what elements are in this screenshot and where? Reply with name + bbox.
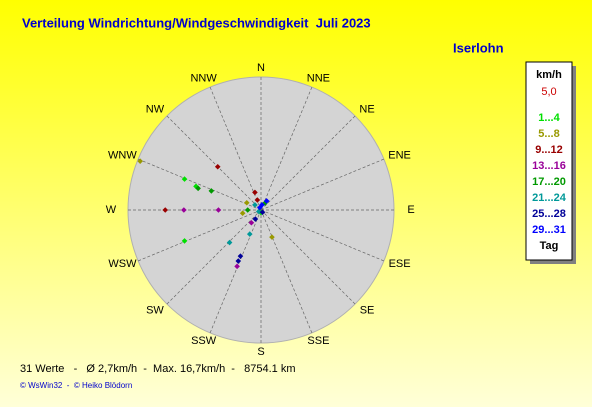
direction-label: SSE bbox=[307, 335, 329, 347]
direction-label: NNE bbox=[307, 73, 330, 85]
data-point bbox=[226, 239, 233, 246]
legend-box bbox=[525, 61, 573, 261]
direction-label: NE bbox=[359, 103, 374, 115]
data-point bbox=[255, 208, 262, 215]
legend-scale: 5,0 bbox=[541, 86, 556, 98]
legend-label: 17...20 bbox=[532, 176, 566, 188]
legend-label: 21...24 bbox=[532, 192, 567, 204]
footer: 31 Werte - Ø 2,7km/h - Max. 16,7km/h - 8… bbox=[20, 363, 296, 375]
legend-title: km/h bbox=[536, 69, 562, 81]
radial-line bbox=[260, 86, 313, 211]
data-point bbox=[162, 207, 169, 213]
data-point bbox=[235, 258, 242, 264]
data-point bbox=[262, 200, 268, 206]
data-point bbox=[263, 198, 270, 204]
radial-line bbox=[260, 209, 313, 334]
data-point bbox=[248, 219, 255, 226]
radial-line bbox=[260, 115, 356, 211]
direction-label: SE bbox=[360, 304, 375, 316]
data-point bbox=[244, 207, 251, 213]
legend-footer: Tag bbox=[540, 240, 559, 252]
direction-label: ENE bbox=[388, 150, 411, 162]
radial-line bbox=[209, 86, 262, 211]
data-point bbox=[234, 263, 240, 270]
data-point bbox=[195, 185, 201, 192]
direction-label: SW bbox=[146, 304, 164, 316]
legend-label: 29...31 bbox=[532, 224, 566, 236]
direction-label: NNW bbox=[190, 73, 217, 85]
data-point bbox=[252, 202, 258, 208]
direction-label: N bbox=[257, 62, 265, 74]
data-point bbox=[214, 163, 221, 170]
legend-label: 1...4 bbox=[538, 112, 560, 124]
legend-label: 25...28 bbox=[532, 208, 566, 220]
chart-subtitle: Iserlohn bbox=[453, 40, 504, 55]
radial-line bbox=[166, 209, 262, 305]
data-point bbox=[252, 216, 259, 222]
radial-line bbox=[260, 209, 385, 262]
direction-label: SSW bbox=[191, 335, 217, 347]
data-point bbox=[246, 231, 253, 237]
legend-label: 13...16 bbox=[532, 160, 566, 172]
radial-line bbox=[209, 209, 262, 334]
data-point bbox=[256, 204, 263, 211]
direction-label: S bbox=[257, 346, 264, 358]
data-point bbox=[215, 207, 222, 213]
legend-label: 9...12 bbox=[535, 144, 563, 156]
direction-label: W bbox=[106, 204, 117, 216]
direction-label: WNW bbox=[108, 150, 137, 162]
data-point bbox=[259, 209, 266, 216]
data-point bbox=[252, 189, 258, 196]
radial-line bbox=[137, 158, 262, 211]
data-point bbox=[239, 210, 246, 217]
data-point bbox=[181, 238, 188, 244]
data-point bbox=[181, 207, 187, 213]
data-point bbox=[208, 188, 215, 194]
direction-label: NW bbox=[146, 103, 165, 115]
data-point bbox=[254, 197, 261, 203]
credit: © WsWin32 - © Heiko Blödorn bbox=[20, 381, 132, 390]
data-point bbox=[243, 199, 250, 206]
data-point bbox=[181, 176, 188, 182]
data-point bbox=[269, 234, 275, 240]
legend-label: 5...8 bbox=[538, 128, 559, 140]
chart-title: Verteilung Windrichtung/Windgeschwindigk… bbox=[22, 15, 371, 30]
radial-line bbox=[260, 158, 385, 211]
radial-line bbox=[166, 115, 262, 211]
direction-label: E bbox=[407, 204, 414, 216]
radial-line bbox=[260, 209, 356, 305]
data-point bbox=[137, 158, 143, 164]
data-point bbox=[237, 253, 244, 259]
radial-line bbox=[137, 209, 262, 262]
direction-label: WSW bbox=[108, 258, 137, 270]
direction-label: ESE bbox=[389, 258, 411, 270]
